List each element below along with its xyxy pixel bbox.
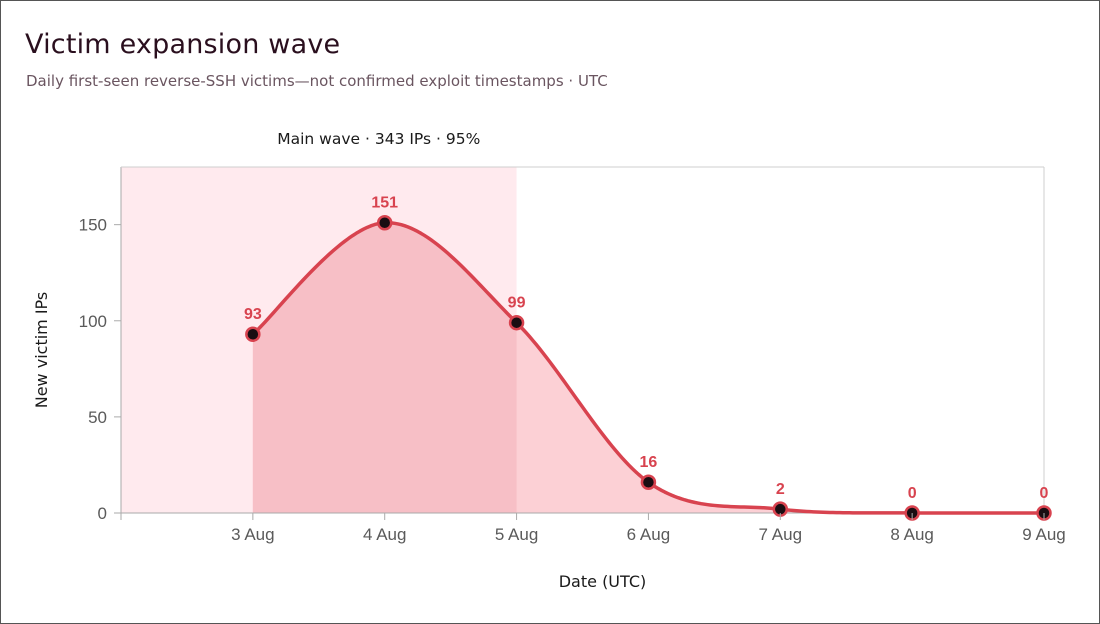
- chart-subtitle: Daily first-seen reverse-SSH victims—not…: [26, 72, 608, 90]
- x-axis-ticks: 3 Aug 4 Aug 5 Aug 6 Aug 7 Aug 8 Aug 9 Aug: [231, 513, 1066, 544]
- data-label: 0: [1040, 485, 1049, 502]
- y-tick-label: 50: [88, 408, 107, 427]
- chart-title: Victim expansion wave: [25, 29, 341, 60]
- data-label: 93: [244, 306, 262, 323]
- data-point: [245, 326, 261, 342]
- x-tick-label: 7 Aug: [759, 525, 803, 544]
- data-label: 151: [371, 195, 398, 212]
- x-tick-label: 5 Aug: [495, 525, 539, 544]
- data-point: [376, 214, 393, 231]
- main-wave-label: Main wave · 343 IPs · 95%: [277, 130, 480, 148]
- x-tick-label: 6 Aug: [627, 525, 671, 544]
- y-tick-label: 100: [79, 312, 107, 331]
- data-point: [640, 474, 657, 490]
- x-tick-label: 4 Aug: [363, 525, 407, 544]
- x-tick-label: 8 Aug: [890, 525, 934, 544]
- y-tick-label: 150: [79, 216, 107, 235]
- area-fill-highlight: [252, 222, 517, 513]
- x-axis-label: Date (UTC): [559, 572, 647, 591]
- data-points: 93 151 99 16 2 0 0: [244, 195, 1052, 521]
- data-label: 2: [776, 481, 785, 498]
- data-label: 0: [908, 485, 917, 502]
- data-label: 99: [508, 295, 526, 312]
- data-label: 16: [640, 454, 658, 471]
- y-tick-label: 0: [98, 504, 107, 523]
- x-tick-label: 9 Aug: [1022, 525, 1066, 544]
- data-point: [508, 314, 525, 331]
- y-axis-ticks: 0 50 100 150: [79, 216, 121, 523]
- y-axis-label: New victim IPs: [32, 292, 51, 409]
- x-tick-label: 3 Aug: [231, 525, 275, 544]
